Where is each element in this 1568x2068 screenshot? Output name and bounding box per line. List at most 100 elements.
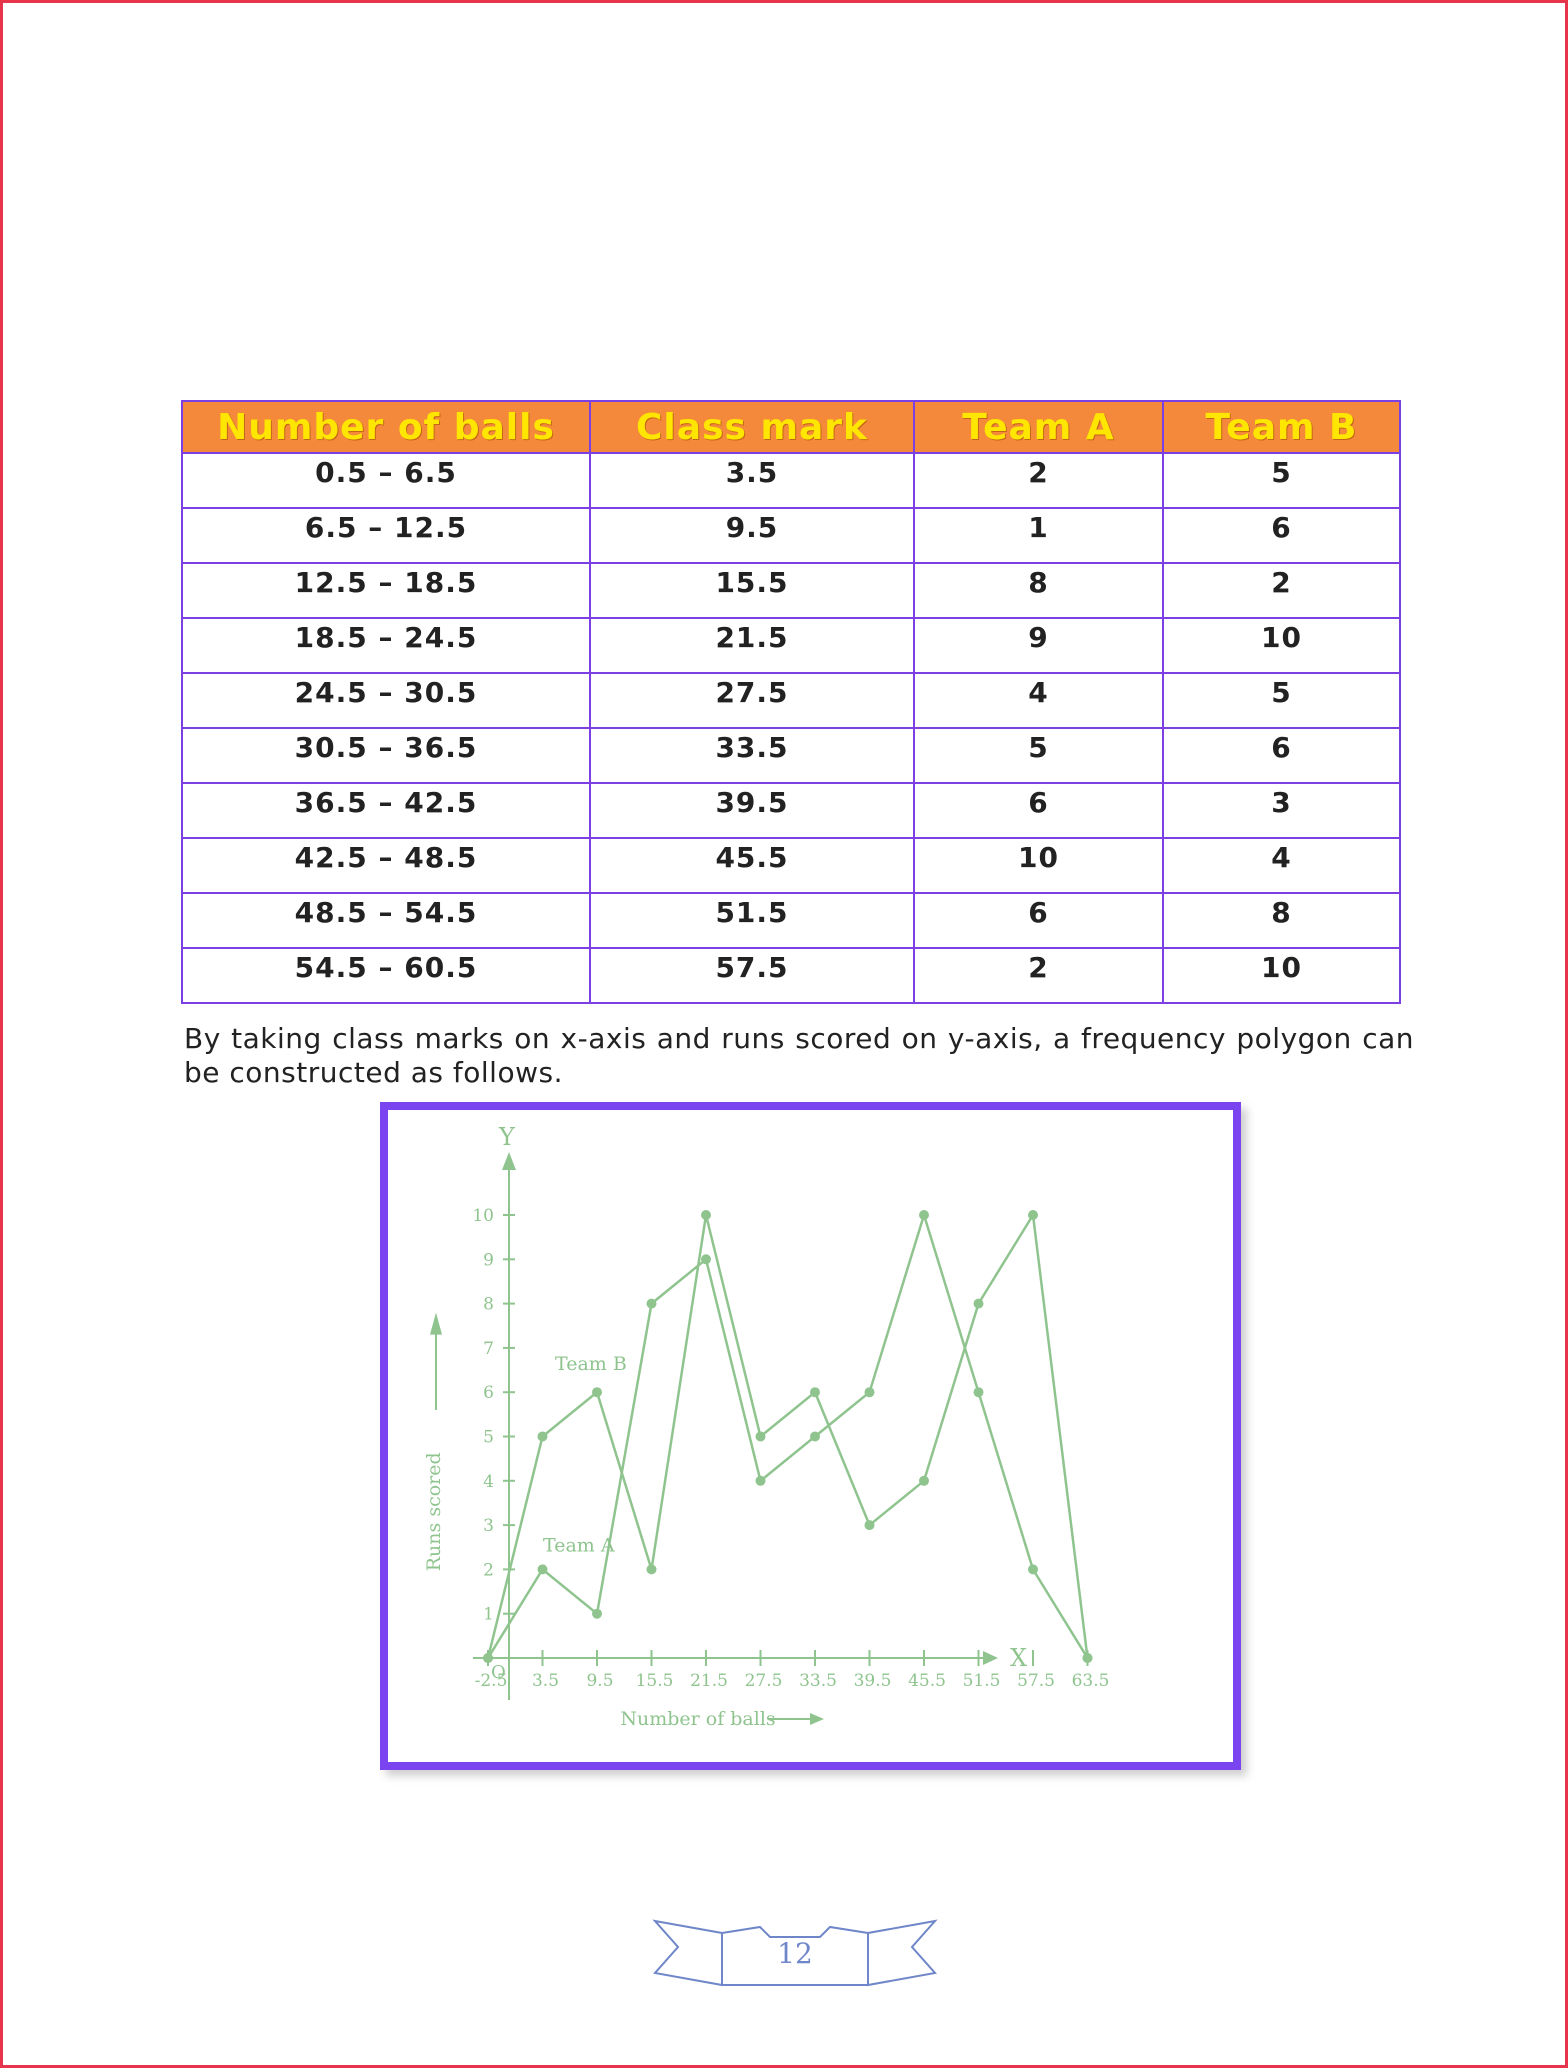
data-point: [537, 1431, 548, 1442]
y-axis-arrow-icon: [502, 1152, 516, 1170]
series-label-team-a: Team A: [543, 1535, 615, 1557]
table-row: 48.5 – 54.5 51.5 6 8: [181, 892, 1401, 949]
data-point: [864, 1387, 875, 1398]
x-tick-label: 45.5: [908, 1671, 946, 1691]
cell-balls-range: 0.5 – 6.5: [181, 452, 591, 509]
data-point: [1028, 1210, 1038, 1220]
x-tick-label: 9.5: [586, 1671, 613, 1691]
series-line-team-a: [486, 1210, 1089, 1659]
cell-team-a: 5: [913, 727, 1164, 784]
data-point: [810, 1431, 820, 1442]
x-tick-label: 51.5: [963, 1671, 1001, 1691]
data-point: [810, 1387, 820, 1398]
cell-class-mark: 45.5: [589, 837, 915, 894]
frequency-table: Number of balls Class mark Team A Team B…: [181, 400, 1401, 1004]
cell-team-a: 8: [913, 562, 1164, 619]
table-row: 0.5 – 6.5 3.5 2 5: [181, 452, 1401, 509]
table-row: 6.5 – 12.5 9.5 1 6: [181, 507, 1401, 564]
y-tick-label: 6: [483, 1383, 494, 1403]
x-tick-label: 21.5: [690, 1671, 728, 1691]
x-tick-label: 57.5: [1017, 1671, 1055, 1691]
table-row: 12.5 – 18.5 15.5 8 2: [181, 562, 1401, 619]
data-point: [973, 1298, 984, 1309]
cell-balls-range: 18.5 – 24.5: [181, 617, 591, 674]
data-point: [592, 1608, 602, 1619]
cell-balls-range: 6.5 – 12.5: [181, 507, 591, 564]
x-tick-label: 15.5: [636, 1671, 674, 1691]
y-tick-label: 1: [483, 1605, 494, 1625]
cell-team-a: 4: [913, 672, 1164, 729]
table-row: 24.5 – 30.5 27.5 4 5: [181, 672, 1401, 729]
data-point: [1028, 1564, 1038, 1575]
cell-team-a: 6: [913, 782, 1164, 839]
ribbon-icon: [652, 1919, 938, 1987]
cell-balls-range: 12.5 – 18.5: [181, 562, 591, 619]
cell-team-b: 3: [1162, 782, 1401, 839]
table-body: 0.5 – 6.5 3.5 2 5 6.5 – 12.5 9.5 1 6 12.5 – 18.5…: [181, 452, 1401, 1004]
table-header-row: Number of balls Class mark Team A Team B: [181, 400, 1401, 454]
chart-frame: X Y O 1 2 3 4 5 6 7 8 9 10 -2.5 3.5 9.5 15.5 21.5 27.5 33.5…: [380, 1102, 1241, 1770]
cell-balls-range: 24.5 – 30.5: [181, 672, 591, 729]
data-point: [919, 1475, 929, 1486]
y-tick-label: 4: [483, 1472, 494, 1492]
cell-class-mark: 39.5: [589, 782, 915, 839]
cell-class-mark: 21.5: [589, 617, 915, 674]
header-class-mark: Class mark: [589, 400, 915, 454]
cell-balls-range: 36.5 – 42.5: [181, 782, 591, 839]
cell-team-a: 2: [913, 947, 1164, 1004]
caption-text: By taking class marks on x-axis and runs…: [184, 1022, 1414, 1089]
cell-team-b: 8: [1162, 892, 1401, 949]
table-row: 18.5 – 24.5 21.5 9 10: [181, 617, 1401, 674]
cell-class-mark: 15.5: [589, 562, 915, 619]
x-tick-label: 27.5: [745, 1671, 783, 1691]
y-tick-label: 9: [483, 1250, 494, 1270]
data-point: [646, 1298, 657, 1309]
header-team-b: Team B: [1162, 400, 1401, 454]
cell-class-mark: 3.5: [589, 452, 915, 509]
x-tick-label: 39.5: [854, 1671, 892, 1691]
cell-balls-range: 54.5 – 60.5: [181, 947, 591, 1004]
cell-team-b: 10: [1162, 947, 1401, 1004]
data-point: [973, 1387, 984, 1398]
data-point: [864, 1520, 875, 1531]
series-line-team-b: [486, 1211, 1089, 1659]
cell-team-a: 10: [913, 837, 1164, 894]
y-tick-label: 3: [483, 1516, 494, 1536]
y-tick-label: 10: [472, 1206, 494, 1226]
cell-class-mark: 51.5: [589, 892, 915, 949]
x-label-arrow-icon: [810, 1713, 824, 1725]
cell-team-b: 5: [1162, 452, 1401, 509]
page-number-ribbon: 12: [650, 1915, 940, 1990]
y-tick-label: 8: [483, 1295, 494, 1315]
table-row: 36.5 – 42.5 39.5 6 3: [181, 782, 1401, 839]
x-tick-label: -2.5: [475, 1671, 508, 1691]
cell-class-mark: 57.5: [589, 947, 915, 1004]
data-point: [1082, 1653, 1093, 1663]
cell-balls-range: 30.5 – 36.5: [181, 727, 591, 784]
y-tick-label: 5: [483, 1428, 494, 1448]
cell-class-mark: 9.5: [589, 507, 915, 564]
table-row: 30.5 – 36.5 33.5 5 6: [181, 727, 1401, 784]
x-axis-label: Number of balls: [620, 1708, 775, 1730]
data-point: [919, 1210, 929, 1220]
data-point: [755, 1431, 766, 1442]
y-tick-label: 2: [483, 1560, 494, 1580]
x-tick-label: 3.5: [532, 1671, 559, 1691]
x-axis-name: X: [1010, 1644, 1027, 1672]
data-point: [592, 1387, 602, 1398]
header-number-of-balls: Number of balls: [181, 400, 591, 454]
page-number: 12: [777, 1937, 813, 1970]
table-row: 42.5 – 48.5 45.5 10 4: [181, 837, 1401, 894]
cell-team-b: 5: [1162, 672, 1401, 729]
cell-team-a: 2: [913, 452, 1164, 509]
x-tick-label: 63.5: [1072, 1671, 1110, 1691]
x-axis-arrow-icon: [983, 1651, 998, 1665]
cell-class-mark: 27.5: [589, 672, 915, 729]
frequency-polygon-chart: X Y O 1 2 3 4 5 6 7 8 9 10 -2.5 3.5 9.5 15.5 21.5 27.5 33.5…: [423, 1123, 1110, 1730]
cell-team-b: 6: [1162, 727, 1401, 784]
cell-team-a: 9: [913, 617, 1164, 674]
data-point: [483, 1653, 493, 1663]
y-label-arrow-icon: [430, 1312, 442, 1335]
data-point: [646, 1564, 657, 1575]
